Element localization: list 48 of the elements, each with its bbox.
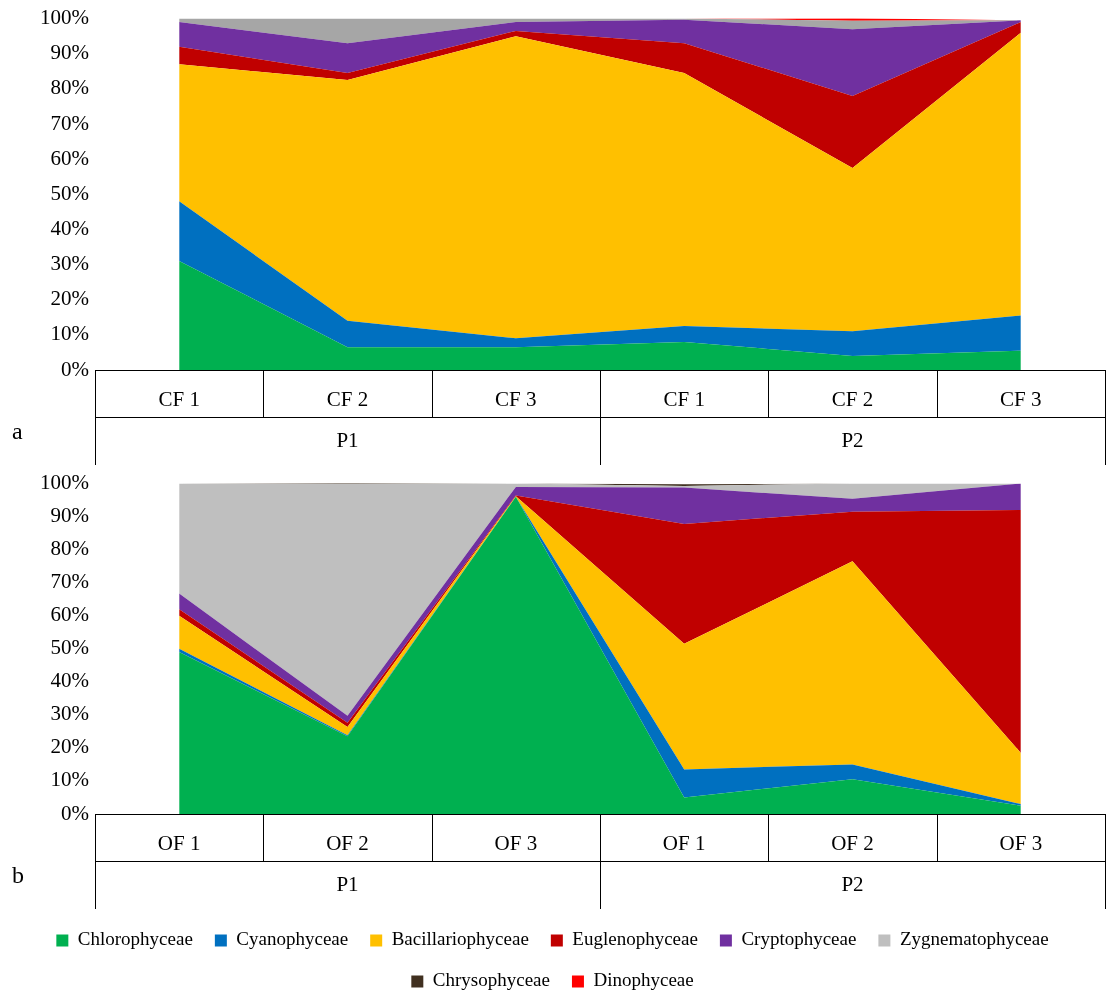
y-tick-label: 30% [50,251,89,276]
y-tick-label: 60% [50,145,89,170]
x-tick-label: OF 3 [999,831,1043,856]
legend-label: Cyanophyceae [236,928,349,950]
x-tick-label: OF 1 [662,831,706,856]
x-tick-label: CF 1 [158,387,200,412]
y-tick-label: 90% [50,40,89,65]
x-tick-label: OF 2 [831,831,874,856]
legend-label: Cryptophyceae [741,928,857,950]
x-tick-label: CF 3 [1000,387,1042,412]
legend-label: Euglenophyceae [572,928,698,950]
y-tick-label: 0% [61,800,89,825]
legend-label: Zygnematophyceae [899,928,1049,950]
y-tick-label: 50% [50,180,89,205]
y-tick-label: 80% [50,536,89,561]
y-tick-label: 20% [50,734,89,759]
y-tick-label: 20% [50,286,89,311]
y-tick-label: 40% [50,668,89,693]
x-tick-label: CF 1 [663,387,705,412]
legend-label: Chlorophyceae [77,928,193,950]
text: P1 [336,871,359,896]
x-tick-label: OF 3 [494,831,538,856]
y-tick-label: 70% [50,569,89,594]
y-tick-label: 100% [40,470,89,495]
text: P2 [841,427,864,452]
legend-label: Bacillariophyceae [391,928,529,950]
y-tick-label: 30% [50,701,89,726]
y-tick-label: 0% [61,356,89,381]
x-tick-label: CF 2 [326,387,369,412]
x-tick-label: CF 2 [831,387,874,412]
text: b [12,862,24,889]
x-tick-label: OF 2 [326,831,369,856]
y-tick-label: 100% [40,5,89,30]
x-tick-label: OF 1 [157,831,201,856]
y-tick-label: 70% [50,110,89,135]
y-tick-label: 10% [50,767,89,792]
y-tick-label: 50% [50,635,89,660]
y-tick-label: 10% [50,321,89,346]
y-tick-label: 60% [50,602,89,627]
y-tick-label: 90% [50,503,89,528]
y-tick-label: 40% [50,215,89,240]
text: a [12,418,23,445]
x-tick-label: CF 3 [495,387,537,412]
y-tick-label: 80% [50,75,89,100]
legend-label: Chrysophyceae [432,969,550,991]
text: P1 [336,427,359,452]
legend-label: Dinophyceae [593,969,694,991]
text: P2 [841,871,864,896]
